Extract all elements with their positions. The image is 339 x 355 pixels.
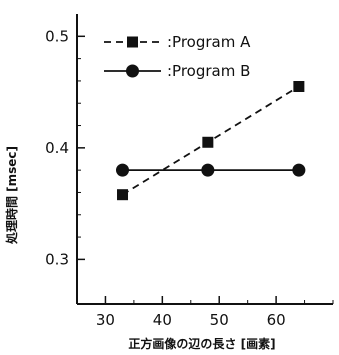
y-tick-label: 0.5 <box>45 27 69 45</box>
y-tick-label: 0.4 <box>45 139 69 157</box>
legend-label: :Program A <box>167 33 251 51</box>
legend-item: :Program B <box>104 62 250 80</box>
series-program-a <box>117 81 305 201</box>
square-marker <box>202 136 214 148</box>
series-program-b <box>116 163 306 177</box>
legend: :Program A :Program B <box>104 33 251 80</box>
legend-square-marker <box>127 36 138 48</box>
series-layer <box>116 81 306 201</box>
y-axis-label: 処理時間 [msec] <box>4 146 19 245</box>
x-tick-label: 30 <box>96 311 115 329</box>
circle-marker <box>292 163 306 177</box>
x-tick-label: 40 <box>153 311 172 329</box>
y-tick-label: 0.3 <box>45 250 69 268</box>
x-axis-label: 正方画像の辺の長さ [画素] <box>128 336 275 351</box>
x-tick-label: 50 <box>210 311 229 329</box>
legend-circle-marker <box>126 64 139 78</box>
legend-label: :Program B <box>167 62 250 80</box>
x-tick-label: 60 <box>267 311 286 329</box>
axes: 0.3 0.4 0.5 30 40 50 60 <box>45 14 334 329</box>
legend-item: :Program A <box>104 33 251 51</box>
circle-marker <box>201 163 215 177</box>
circle-marker <box>116 163 130 177</box>
square-marker <box>117 189 129 201</box>
square-marker <box>293 81 305 92</box>
